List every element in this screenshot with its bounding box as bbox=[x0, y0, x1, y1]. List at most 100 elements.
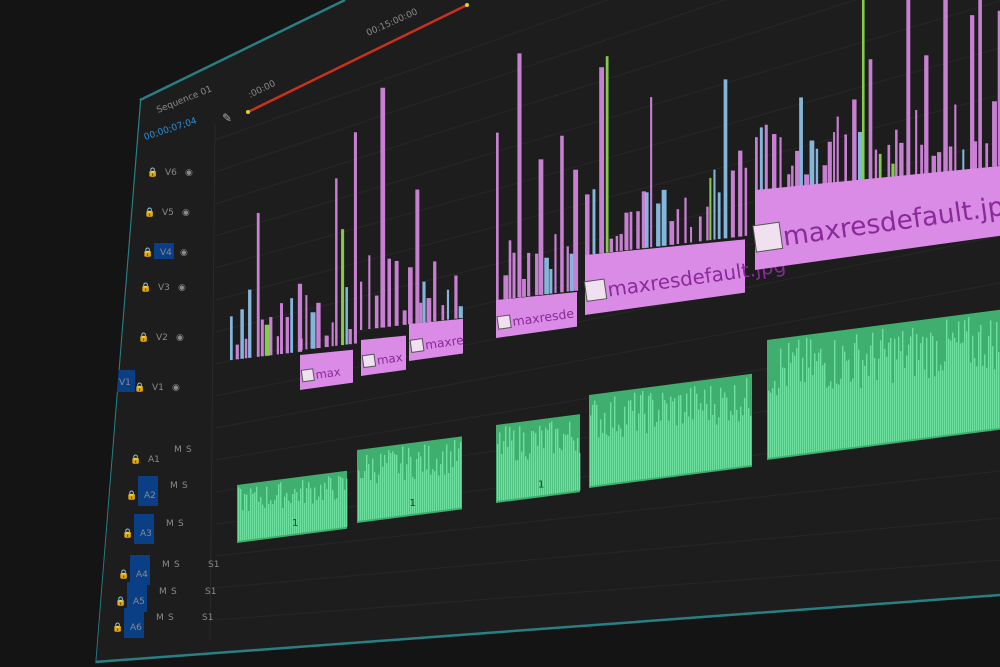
eye-icon[interactable]: ◉ bbox=[176, 333, 184, 343]
waveform bbox=[408, 447, 410, 515]
mute-button[interactable]: M bbox=[156, 613, 164, 623]
video-clip[interactable]: max bbox=[361, 335, 406, 376]
keyframe-bar bbox=[676, 209, 680, 245]
video-track-header[interactable]: 🔒 V5 ◉ bbox=[144, 207, 190, 218]
track-target[interactable] bbox=[138, 476, 158, 506]
lock-icon[interactable]: 🔒 bbox=[115, 596, 126, 607]
keyframe-bar bbox=[402, 310, 407, 325]
solo-button[interactable]: S bbox=[182, 481, 188, 491]
waveform bbox=[426, 469, 428, 513]
keyframe-bar bbox=[522, 278, 526, 297]
video-clip[interactable]: maxresdefault.jpg bbox=[752, 165, 1000, 270]
eye-icon[interactable]: ◉ bbox=[172, 383, 180, 393]
video-track-header[interactable]: 🔒 V6 ◉ bbox=[147, 167, 193, 178]
audio-clip[interactable]: 1 bbox=[237, 470, 348, 543]
lock-icon[interactable]: 🔒 bbox=[130, 454, 141, 465]
audio-track-header[interactable]: 🔒 A4 M S S1 bbox=[118, 555, 219, 585]
keyframe-bar bbox=[605, 56, 609, 253]
source-patch[interactable] bbox=[117, 370, 135, 392]
video-clip[interactable]: maxresdefault.jpg bbox=[583, 239, 787, 315]
track-target[interactable] bbox=[134, 514, 154, 544]
lock-icon[interactable]: 🔒 bbox=[140, 282, 151, 293]
video-clip[interactable]: maxresde bbox=[496, 292, 577, 338]
voiceover-button[interactable]: S1 bbox=[202, 613, 213, 623]
audio-track-header[interactable]: 🔒 A6 M S S1 bbox=[112, 608, 213, 638]
clip-body[interactable] bbox=[755, 165, 1000, 270]
keyframe-bar bbox=[419, 302, 423, 323]
clip-body[interactable] bbox=[585, 239, 745, 315]
waveform bbox=[342, 478, 344, 528]
clip-body[interactable] bbox=[496, 292, 577, 338]
audio-clip[interactable]: 1 bbox=[357, 436, 462, 523]
solo-button[interactable]: S bbox=[168, 613, 174, 623]
waveform bbox=[551, 421, 553, 494]
waveform bbox=[396, 454, 398, 516]
audio-track-header[interactable]: 🔒 A1 M S bbox=[130, 445, 192, 465]
eye-icon[interactable]: ◉ bbox=[185, 168, 193, 178]
video-track-header[interactable]: 🔒 V2 ◉ bbox=[138, 332, 184, 343]
audio-clip[interactable] bbox=[589, 373, 752, 488]
lock-icon[interactable]: 🔒 bbox=[122, 528, 133, 539]
work-area-out-handle[interactable] bbox=[465, 3, 469, 7]
keyframe-bar bbox=[755, 137, 758, 195]
lock-icon[interactable]: 🔒 bbox=[112, 622, 123, 633]
lock-icon[interactable]: 🔒 bbox=[134, 382, 145, 393]
mute-button[interactable]: M bbox=[162, 560, 170, 570]
track-label: A1 bbox=[148, 455, 160, 465]
waveform bbox=[278, 484, 280, 536]
voiceover-button[interactable]: S1 bbox=[205, 587, 216, 597]
waveform bbox=[978, 332, 980, 431]
waveform bbox=[778, 387, 780, 457]
waveform bbox=[620, 428, 622, 482]
video-clip[interactable]: maxre bbox=[409, 318, 465, 361]
video-track-header[interactable]: 🔒 V4 ◉ bbox=[142, 243, 188, 259]
keyframe-bar bbox=[997, 10, 1000, 166]
eye-icon[interactable]: ◉ bbox=[178, 283, 186, 293]
video-track-header[interactable]: 🔒 V1 ◉V1 bbox=[117, 370, 180, 393]
audio-clip[interactable]: 1 bbox=[496, 414, 581, 503]
waveform bbox=[868, 375, 870, 445]
wrench-icon[interactable]: ✎ bbox=[222, 111, 232, 125]
keyframe-bar bbox=[738, 150, 743, 237]
track-target[interactable] bbox=[130, 555, 150, 585]
mute-button[interactable]: M bbox=[159, 587, 167, 597]
video-track-header[interactable]: 🔒 V3 ◉ bbox=[140, 282, 186, 293]
waveform bbox=[970, 362, 972, 432]
voiceover-button[interactable]: S1 bbox=[208, 560, 219, 570]
solo-button[interactable]: S bbox=[171, 587, 177, 597]
eye-icon[interactable]: ◉ bbox=[180, 248, 188, 258]
lock-icon[interactable]: 🔒 bbox=[142, 247, 153, 258]
audio-clip[interactable] bbox=[767, 309, 1000, 460]
mute-button[interactable]: M bbox=[166, 519, 174, 529]
eye-icon[interactable]: ◉ bbox=[182, 208, 190, 218]
track-target[interactable] bbox=[154, 243, 174, 259]
lock-icon[interactable]: 🔒 bbox=[126, 490, 137, 501]
audio-track-header[interactable]: 🔒 A2 M S bbox=[126, 476, 188, 506]
video-clip[interactable]: max bbox=[300, 349, 353, 390]
waveform bbox=[686, 393, 688, 474]
lock-icon[interactable]: 🔒 bbox=[118, 569, 129, 580]
solo-button[interactable]: S bbox=[186, 445, 192, 455]
lock-icon[interactable]: 🔒 bbox=[144, 207, 155, 218]
keyframe-bar bbox=[503, 275, 509, 300]
audio-track-header[interactable]: 🔒 A3 M S bbox=[122, 514, 184, 544]
waveform bbox=[404, 479, 406, 515]
lock-icon[interactable]: 🔒 bbox=[147, 167, 158, 178]
mute-button[interactable]: M bbox=[170, 481, 178, 491]
audio-track-header[interactable]: 🔒 A5 M S S1 bbox=[115, 582, 216, 612]
waveform bbox=[830, 381, 832, 450]
work-area-bar[interactable] bbox=[247, 3, 468, 114]
track-target[interactable] bbox=[124, 608, 144, 638]
solo-button[interactable]: S bbox=[178, 519, 184, 529]
track-target[interactable] bbox=[127, 582, 147, 612]
waveform bbox=[928, 378, 930, 438]
waveform bbox=[884, 348, 886, 443]
keyframe-bar bbox=[795, 150, 800, 191]
work-area-in-handle[interactable] bbox=[246, 110, 250, 114]
keyframe-bar bbox=[446, 289, 450, 320]
solo-button[interactable]: S bbox=[174, 560, 180, 570]
mute-button[interactable]: M bbox=[174, 445, 182, 455]
lock-icon[interactable]: 🔒 bbox=[138, 332, 149, 343]
keyframe-bar bbox=[764, 124, 768, 194]
waveform bbox=[700, 403, 702, 472]
